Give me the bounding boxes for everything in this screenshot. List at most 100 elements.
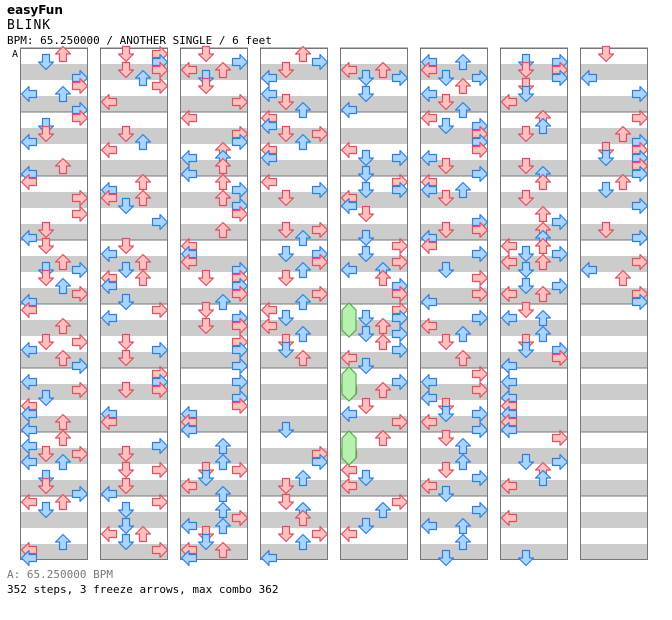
blue-left-arrow [580, 69, 598, 87]
red-up-arrow [294, 349, 312, 367]
red-left-arrow [180, 109, 198, 127]
blue-right-arrow [231, 373, 249, 391]
red-down-arrow [37, 125, 55, 143]
blue-right-arrow [231, 357, 249, 375]
blue-down-arrow [437, 117, 455, 135]
red-down-arrow [277, 189, 295, 207]
red-left-arrow [500, 477, 518, 495]
blue-left-arrow [20, 229, 38, 247]
red-right-arrow [231, 461, 249, 479]
beat-band [420, 544, 488, 560]
red-down-arrow [117, 45, 135, 63]
blue-down-arrow [197, 533, 215, 551]
red-down-arrow [117, 477, 135, 495]
blue-up-arrow [294, 533, 312, 551]
red-left-arrow [340, 477, 358, 495]
red-down-arrow [437, 429, 455, 447]
red-up-arrow [374, 381, 392, 399]
red-right-arrow [71, 205, 89, 223]
blue-down-arrow [437, 261, 455, 279]
red-up-arrow [134, 525, 152, 543]
red-down-arrow [117, 445, 135, 463]
beat-band [100, 448, 168, 464]
blue-right-arrow [391, 149, 409, 167]
red-down-arrow [277, 221, 295, 239]
blue-left-arrow [420, 85, 438, 103]
red-left-arrow [420, 413, 438, 431]
red-left-arrow [20, 493, 38, 511]
beat-band [260, 224, 328, 240]
beat-band [260, 192, 328, 208]
red-right-arrow [71, 109, 89, 127]
blue-up-arrow [54, 533, 72, 551]
beat-band [20, 384, 88, 400]
red-right-arrow [231, 93, 249, 111]
red-left-arrow [260, 173, 278, 191]
song-title: BLINK [7, 18, 52, 33]
blue-right-arrow [551, 277, 569, 295]
red-up-arrow [214, 157, 232, 175]
beat-band [340, 288, 408, 304]
beat-band [100, 160, 168, 176]
red-right-arrow [391, 253, 409, 271]
red-left-arrow [260, 317, 278, 335]
red-right-arrow [471, 365, 489, 383]
beat-band [500, 448, 568, 464]
red-down-arrow [357, 205, 375, 223]
red-right-arrow [311, 221, 329, 239]
blue-up-arrow [54, 85, 72, 103]
column-border [260, 48, 328, 560]
red-down-arrow [277, 477, 295, 495]
beat-band [20, 192, 88, 208]
red-up-arrow [374, 333, 392, 351]
beat-band [580, 352, 648, 368]
beat-band [580, 448, 648, 464]
beat-band [100, 352, 168, 368]
blue-left-arrow [20, 549, 38, 567]
red-down-arrow [517, 157, 535, 175]
red-down-arrow [277, 61, 295, 79]
red-right-arrow [231, 285, 249, 303]
blue-down-arrow [357, 325, 375, 343]
blue-right-arrow [471, 165, 489, 183]
red-right-arrow [471, 141, 489, 159]
beat-band [580, 128, 648, 144]
red-left-arrow [20, 301, 38, 319]
blue-left-arrow [340, 405, 358, 423]
blue-up-arrow [454, 453, 472, 471]
red-down-arrow [437, 221, 455, 239]
red-right-arrow [151, 61, 169, 79]
blue-left-arrow [180, 421, 198, 439]
beat-band [420, 352, 488, 368]
blue-down-arrow [277, 341, 295, 359]
beat-band [580, 224, 648, 240]
blue-right-arrow [311, 181, 329, 199]
column-border [340, 48, 408, 560]
red-up-arrow [374, 317, 392, 335]
blue-down-arrow [517, 245, 535, 263]
red-right-arrow [551, 349, 569, 367]
red-down-arrow [277, 525, 295, 543]
red-left-arrow [340, 525, 358, 543]
blue-down-arrow [277, 245, 295, 263]
column-border [100, 48, 168, 560]
blue-left-arrow [260, 549, 278, 567]
blue-up-arrow [294, 229, 312, 247]
blue-down-arrow [597, 149, 615, 167]
blue-down-arrow [117, 517, 135, 535]
blue-down-arrow [357, 149, 375, 167]
red-down-arrow [437, 189, 455, 207]
beat-band [500, 192, 568, 208]
beat-band [500, 160, 568, 176]
red-right-arrow [311, 125, 329, 143]
beat-band [180, 384, 248, 400]
beat-band [580, 96, 648, 112]
red-up-arrow [534, 285, 552, 303]
red-up-arrow [134, 253, 152, 271]
blue-up-arrow [294, 133, 312, 151]
red-right-arrow [311, 285, 329, 303]
chart-column [340, 47, 408, 560]
column-border [20, 48, 88, 560]
red-up-arrow [214, 173, 232, 191]
blue-up-arrow [134, 133, 152, 151]
